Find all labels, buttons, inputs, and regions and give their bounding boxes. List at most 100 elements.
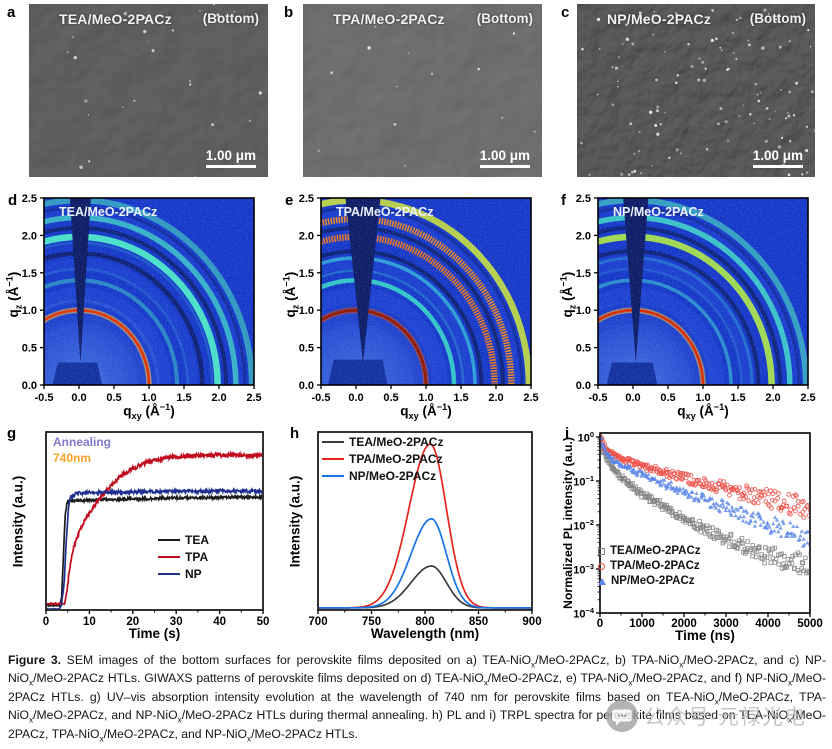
svg-text:30: 30: [170, 616, 183, 628]
panel-letter: c: [561, 4, 570, 21]
svg-text:2.0: 2.0: [22, 230, 37, 242]
scatter-points: [601, 434, 809, 576]
x-axis-title: Wavelength (nm): [370, 626, 480, 641]
figure-label: Figure 3.: [8, 653, 62, 667]
legend-label: NP/MeO-2PACz: [611, 575, 695, 587]
y-tick-label: 10−3: [573, 562, 594, 577]
legend-label: NP: [185, 567, 202, 581]
panel-letter: g: [7, 425, 17, 442]
svg-text:5000: 5000: [797, 618, 823, 630]
legend-line-swatch: [158, 573, 180, 575]
legend: TEA/MeO-2PACz TPA/MeO-2PACz NP/MeO-2PACz: [322, 435, 443, 486]
svg-text:0.0: 0.0: [576, 380, 591, 392]
legend-item: TEA/MeO-2PACz: [598, 545, 701, 557]
panel-g-annealing-chart: g 0 10 20 30 40 50 Time (s) Intensity (a.u.) …: [0, 423, 277, 649]
legend-label: TPA/MeO-2PACz: [610, 560, 700, 572]
svg-text:0.5: 0.5: [576, 343, 591, 355]
svg-text:0.5: 0.5: [106, 392, 121, 402]
sem-sample-label: TEA/MeO-2PACz: [59, 11, 172, 27]
legend-item: NP: [158, 567, 209, 581]
svg-text:700: 700: [308, 616, 327, 628]
y-axis-title: qz (Å−1): [558, 271, 578, 318]
caption-text: SEM images of the bottom surfaces for pe…: [8, 653, 827, 744]
scale-bar-line: [752, 165, 803, 168]
x-axis-title: Time (ns): [675, 628, 735, 643]
panel-c-sem: c NP/MeO-2PACz (Bottom) 1.00 μm: [554, 0, 832, 183]
svg-text:2.5: 2.5: [246, 392, 261, 402]
giwaxs-plot: -0.5 0.0 0.5 1.0 1.5 2.0 2.50.00.51.01.52.02.5…: [576, 193, 816, 402]
giwaxs-title: TPA/MeO-2PACz: [336, 205, 433, 219]
sem-image: TPA/MeO-2PACz (Bottom) 1.00 μm: [303, 4, 542, 177]
svg-text:0: 0: [597, 618, 603, 630]
trpl-decay-plot: 0 1000 2000 3000 4000 5000: [596, 432, 823, 630]
svg-text:0.0: 0.0: [71, 392, 86, 402]
series-line-2: [47, 486, 262, 609]
svg-text:800: 800: [415, 616, 434, 628]
giwaxs-pattern: [598, 198, 808, 385]
legend-item: TEA: [158, 533, 209, 547]
panel-d-giwaxs: d -0.5 0.0 0.5 1.0 1.5 2.0 2.5 0.0 0.5 1.0 1.5 2.0 2…: [0, 190, 277, 423]
svg-text:1.0: 1.0: [695, 392, 710, 402]
svg-text:2000: 2000: [671, 618, 697, 630]
annotation: Annealing: [53, 435, 112, 449]
scale-bar: 1.00 μm: [479, 148, 530, 168]
svg-text:1.0: 1.0: [418, 392, 433, 402]
legend-circle-marker: [598, 562, 605, 570]
y-axis-title: qz (Å−1): [281, 271, 301, 318]
series-line-1: [47, 450, 262, 606]
legend-line-swatch: [322, 458, 344, 460]
svg-text:2.5: 2.5: [22, 193, 37, 205]
svg-text:0.0: 0.0: [625, 392, 640, 402]
legend-line-swatch: [158, 539, 180, 541]
pl-spectra-plot: 700 750 800 850 900: [308, 431, 542, 628]
sem-surface-label: (Bottom): [202, 11, 259, 26]
giwaxs-pattern: [321, 198, 531, 385]
legend-item: NP/MeO-2PACz: [598, 575, 701, 587]
legend-item: TPA/MeO-2PACz: [322, 452, 443, 466]
sem-image: NP/MeO-2PACz (Bottom) 1.00 μm: [577, 4, 815, 177]
svg-text:1.5: 1.5: [576, 268, 591, 280]
svg-text:2.0: 2.0: [765, 392, 780, 402]
svg-text:2.0: 2.0: [488, 392, 503, 402]
panel-letter: i: [565, 425, 570, 442]
scale-bar-label: 1.00 μm: [752, 148, 803, 163]
svg-text:1.5: 1.5: [730, 392, 745, 402]
y-ticks: 0.0 0.5 1.0 1.5 2.0 2.5: [299, 193, 321, 392]
scale-bar-label: 1.00 μm: [479, 148, 530, 163]
svg-text:10: 10: [83, 616, 96, 628]
giwaxs-plot: -0.5 0.0 0.5 1.0 1.5 2.0 2.50.00.51.01.52.02.5…: [299, 193, 539, 402]
annotation: 740nm: [53, 451, 92, 465]
legend-label: TPA/MeO-2PACz: [349, 452, 443, 466]
scale-bar-line: [205, 165, 256, 168]
y-ticks: 0.0 0.5 1.0 1.5 2.0 2.5: [22, 193, 44, 392]
panel-letter: b: [284, 4, 294, 21]
panel-letter: h: [290, 425, 300, 442]
y-tick-label: 10−4: [573, 606, 594, 621]
sem-micrograph: [577, 4, 815, 177]
svg-text:2.5: 2.5: [800, 392, 815, 402]
series-lines: [47, 450, 262, 609]
legend-line-swatch: [158, 556, 180, 558]
sem-micrograph: [303, 4, 542, 177]
series-line-2: [319, 518, 531, 609]
svg-text:1000: 1000: [629, 618, 655, 630]
svg-text:3000: 3000: [713, 618, 739, 630]
y-tick-label: 10−2: [573, 518, 594, 533]
svg-text:2.5: 2.5: [576, 193, 591, 205]
scale-bar-label: 1.00 μm: [205, 148, 256, 163]
legend-label: NP/MeO-2PACz: [349, 469, 437, 483]
panel-b-sem: b TPA/MeO-2PACz (Bottom) 1.00 μm: [277, 0, 554, 183]
sem-micrograph: [29, 4, 268, 177]
y-tick-label: 10−1: [573, 474, 594, 489]
svg-text:0.5: 0.5: [383, 392, 398, 402]
scale-bar: 1.00 μm: [752, 148, 803, 168]
giwaxs-title: NP/MeO-2PACz: [613, 205, 704, 219]
svg-text:850: 850: [469, 616, 488, 628]
x-ticks: 0 1000 2000 3000 4000 5000: [597, 613, 823, 630]
series-line-0: [47, 492, 262, 608]
svg-text:900: 900: [522, 616, 541, 628]
x-axis-title: qxy (Å−1): [123, 402, 175, 422]
legend-line-swatch: [322, 475, 344, 477]
x-ticks: -0.5 0.0 0.5 1.0 1.5 2.0 2.5: [589, 385, 816, 402]
series-lines: [319, 443, 531, 609]
